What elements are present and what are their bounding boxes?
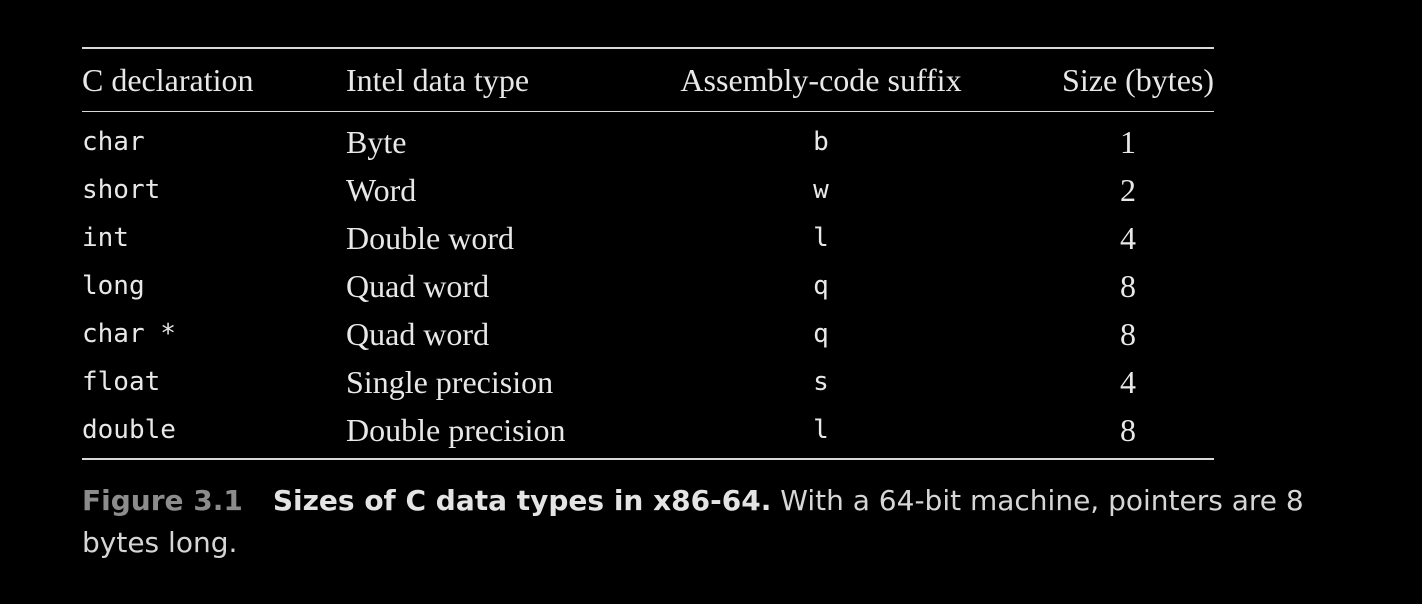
suffix-cell: l — [813, 223, 829, 253]
figure-caption-text: With a 64-bit machine, pointers are 8 by… — [82, 484, 1304, 559]
table-header-row: C declaration Intel data type Assembly-c… — [82, 49, 1214, 111]
c-declaration-cell: float — [82, 367, 161, 397]
size-cell: 8 — [1120, 267, 1136, 304]
suffix-cell: w — [813, 175, 829, 205]
suffix-cell: q — [813, 271, 829, 301]
c-declaration-cell: long — [82, 271, 145, 301]
data-types-table: C declaration Intel data type Assembly-c… — [82, 47, 1214, 460]
suffix-cell: b — [813, 127, 829, 157]
table-row: float Single precision s 4 — [82, 358, 1214, 406]
intel-type-cell: Single precision — [346, 363, 554, 400]
table-row: short Word w 2 — [82, 166, 1214, 214]
intel-type-cell: Quad word — [346, 267, 490, 304]
size-cell: 4 — [1120, 363, 1136, 400]
table-body: char Byte b 1 short Word w 2 int Double … — [82, 112, 1214, 458]
header-c-declaration: C declaration — [82, 61, 254, 98]
table-row: char Byte b 1 — [82, 118, 1214, 166]
size-cell: 2 — [1120, 171, 1136, 208]
table-bottom-rule — [82, 458, 1214, 460]
intel-type-cell: Byte — [346, 123, 407, 160]
suffix-cell: q — [813, 319, 829, 349]
size-cell: 4 — [1120, 219, 1136, 256]
figure-title: Sizes of C data types in x86-64. — [272, 484, 772, 517]
c-declaration-cell: double — [82, 415, 176, 445]
size-cell: 8 — [1120, 411, 1136, 448]
table-row: int Double word l 4 — [82, 214, 1214, 262]
header-intel-data-type: Intel data type — [346, 61, 530, 98]
table-header-rule — [82, 111, 1214, 112]
table-top-rule — [82, 47, 1214, 49]
size-cell: 1 — [1120, 123, 1136, 160]
intel-type-cell: Double precision — [346, 411, 566, 448]
suffix-cell: l — [813, 415, 829, 445]
intel-type-cell: Quad word — [346, 315, 490, 352]
table-row: long Quad word q 8 — [82, 262, 1214, 310]
table-row: char * Quad word q 8 — [82, 310, 1214, 358]
intel-type-cell: Double word — [346, 219, 514, 256]
table-row: double Double precision l 8 — [82, 406, 1214, 454]
c-declaration-cell: int — [82, 223, 129, 253]
figure-caption: Figure 3.1 Sizes of C data types in x86-6… — [82, 480, 1372, 564]
c-declaration-cell: char — [82, 127, 145, 157]
c-declaration-cell: char * — [82, 319, 176, 349]
suffix-cell: s — [813, 367, 829, 397]
header-size-bytes: Size (bytes) — [1062, 61, 1214, 98]
size-cell: 8 — [1120, 315, 1136, 352]
figure-number: Figure 3.1 — [82, 484, 243, 517]
intel-type-cell: Word — [346, 171, 417, 208]
header-assembly-suffix: Assembly-code suffix — [680, 61, 962, 98]
c-declaration-cell: short — [82, 175, 161, 205]
